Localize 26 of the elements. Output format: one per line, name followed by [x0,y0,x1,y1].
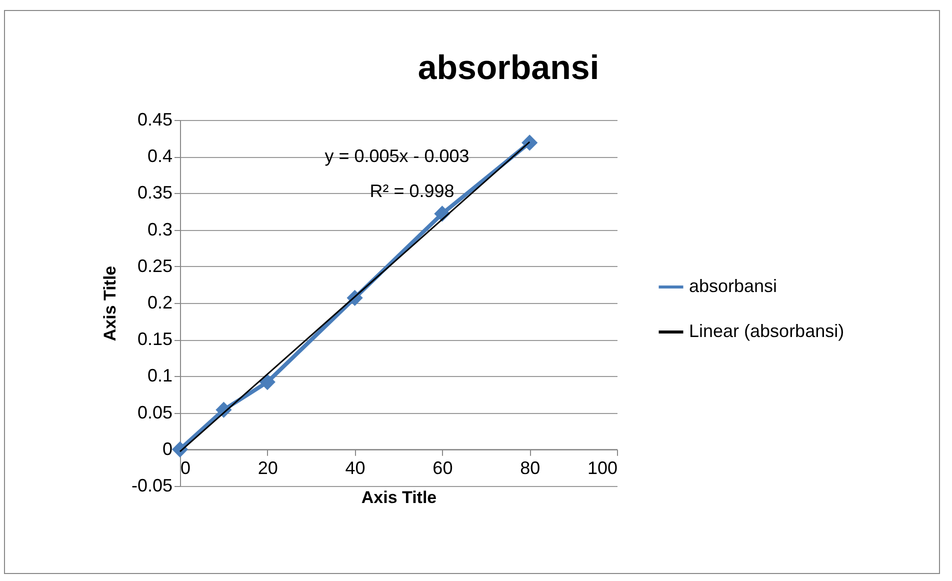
x-tick-label: 60 [432,458,453,478]
y-tick-label: 0.4 [147,146,172,166]
x-tick-label: 20 [258,458,278,478]
y-tick-label: -0.05 [131,476,172,496]
point [522,134,538,151]
y-tick-label: 0 [162,438,172,459]
y-tick-label: 0.25 [137,256,172,276]
y-tick-label: 0.35 [137,182,172,203]
x-tick-label: 0 [180,458,191,478]
x-axis-title: Axis Title [361,488,437,507]
x-tick-label: 80 [520,458,540,478]
y-tick-label: 0.1 [147,366,172,386]
point [259,374,276,390]
y-axis-title: Axis Title [100,266,120,342]
y-tick-label: 0.05 [137,402,172,422]
y-tick-label: 0.2 [147,292,172,312]
x-tick-label: 100 [587,458,618,478]
y-tick-label: 0.15 [137,329,172,350]
annotation: R² = 0.998 [370,181,454,201]
x-tick-label: 40 [345,458,366,478]
y-tick-label: 0.45 [137,110,172,130]
legend-label: absorbansi [689,276,778,296]
legend-label: Linear (absorbansi) [689,321,844,341]
y-tick-label: 0.3 [147,219,172,240]
point [172,441,188,458]
chart-title: absorbansi [418,49,600,87]
